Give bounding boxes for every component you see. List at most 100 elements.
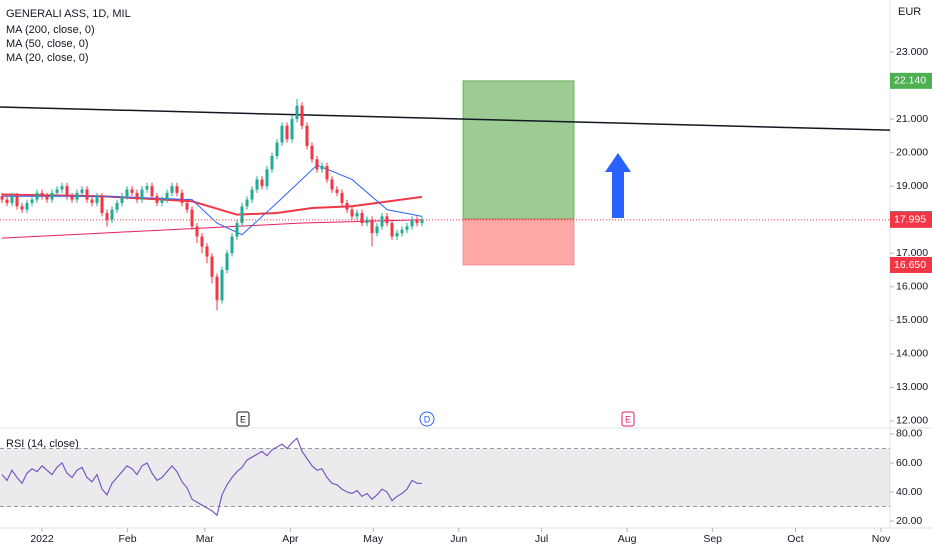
x-tick-label: Aug (618, 533, 637, 545)
candle-body (80, 189, 84, 193)
candle-body (0, 196, 4, 200)
loss-zone (462, 218, 575, 266)
price-label (890, 256, 932, 273)
y-tick-label: 17.000 (896, 247, 928, 259)
candle-body (140, 189, 144, 200)
candle-body (350, 209, 354, 217)
candle-body (410, 219, 414, 227)
candle-body (90, 199, 94, 203)
rsi-line (1, 437, 422, 517)
candle-body (135, 192, 139, 200)
x-tick-label: Apr (282, 533, 299, 545)
x-tick-label: Feb (119, 533, 137, 545)
candle-body (365, 219, 369, 224)
candle-body (210, 256, 214, 277)
candle-body (230, 236, 234, 254)
candle-body (40, 192, 44, 197)
candle-body (15, 196, 19, 207)
moving-average (2, 164, 423, 236)
candle-body (30, 199, 34, 203)
price-label (890, 211, 932, 228)
candle-body (120, 196, 124, 203)
profit-zone (462, 80, 575, 220)
arrow (605, 153, 631, 218)
y-tick-label: 13.000 (896, 381, 928, 393)
candle-body (340, 192, 344, 203)
candle-body (125, 189, 129, 197)
candle-body (360, 212, 364, 224)
candle-body (160, 199, 164, 203)
candle-body (75, 192, 79, 200)
rsi-band (0, 448, 890, 507)
candle-body (240, 206, 244, 224)
rsi-tick-label: 40.00 (896, 486, 922, 498)
event-marker (621, 411, 635, 427)
candle-body (300, 105, 304, 126)
event-marker (419, 411, 435, 427)
candle-body (85, 189, 89, 200)
x-tick-label: Sep (703, 533, 722, 545)
candle-body (250, 189, 254, 200)
candle-body (180, 192, 184, 203)
price-label-text: 16.650 (894, 259, 926, 271)
candle-body (285, 125, 289, 140)
x-tick-label: May (363, 533, 384, 545)
event-label: E (240, 414, 246, 424)
candle-body (175, 186, 179, 193)
candle-body (380, 216, 384, 227)
candle-body (385, 216, 389, 224)
candle-body (290, 119, 294, 140)
y-tick-label: 21.000 (896, 113, 928, 125)
legend-entry: MA (20, close, 0) (6, 52, 89, 64)
price-label-text: 22.140 (894, 75, 926, 87)
candle-body (265, 169, 269, 187)
x-tick-label: Oct (787, 533, 803, 545)
candle-body (10, 196, 14, 203)
candle-body (390, 223, 394, 237)
candle-body (25, 202, 29, 210)
candle-body (170, 186, 174, 193)
y-tick-label: 20.000 (896, 146, 928, 158)
candle-body (65, 186, 69, 197)
candle-body (255, 179, 259, 190)
x-tick-label: Nov (872, 533, 891, 545)
candle-body (130, 189, 134, 193)
price-label (890, 72, 932, 89)
candle-body (45, 196, 49, 200)
candle-body (225, 253, 229, 271)
candle-body (155, 196, 159, 203)
rsi-tick-label: 60.00 (896, 457, 922, 469)
candle-body (275, 142, 279, 156)
candle-body (355, 212, 359, 217)
rsi-tick-label: 20.00 (896, 515, 922, 527)
candle-body (5, 199, 9, 203)
y-tick-label: 12.000 (896, 415, 928, 427)
moving-average (1, 219, 423, 239)
candle-body (375, 226, 379, 234)
candle-body (110, 209, 114, 220)
candle-body (200, 236, 204, 247)
candle-body (195, 226, 199, 237)
currency: EUR (898, 6, 921, 18)
candle-body (60, 186, 64, 190)
candle-body (405, 226, 409, 230)
candle-body (400, 229, 404, 234)
candle-body (35, 192, 39, 200)
legend-entry: MA (200, close, 0) (6, 24, 95, 36)
candle-body (415, 219, 419, 224)
candle-body (205, 246, 209, 257)
event-label: E (625, 414, 631, 424)
candle-body (320, 166, 324, 170)
chart-title: GENERALI ASS, 1D, MIL (6, 8, 131, 20)
trendline (0, 106, 891, 131)
candle-body (370, 219, 374, 234)
candle-body (150, 186, 154, 197)
candle-body (245, 199, 249, 207)
x-tick-label: 2022 (30, 533, 54, 545)
candle-body (95, 196, 99, 203)
candle-body (115, 202, 119, 210)
rsi-title: RSI (14, close) (6, 438, 79, 450)
event-marker (236, 411, 250, 427)
candle-body (310, 145, 314, 160)
